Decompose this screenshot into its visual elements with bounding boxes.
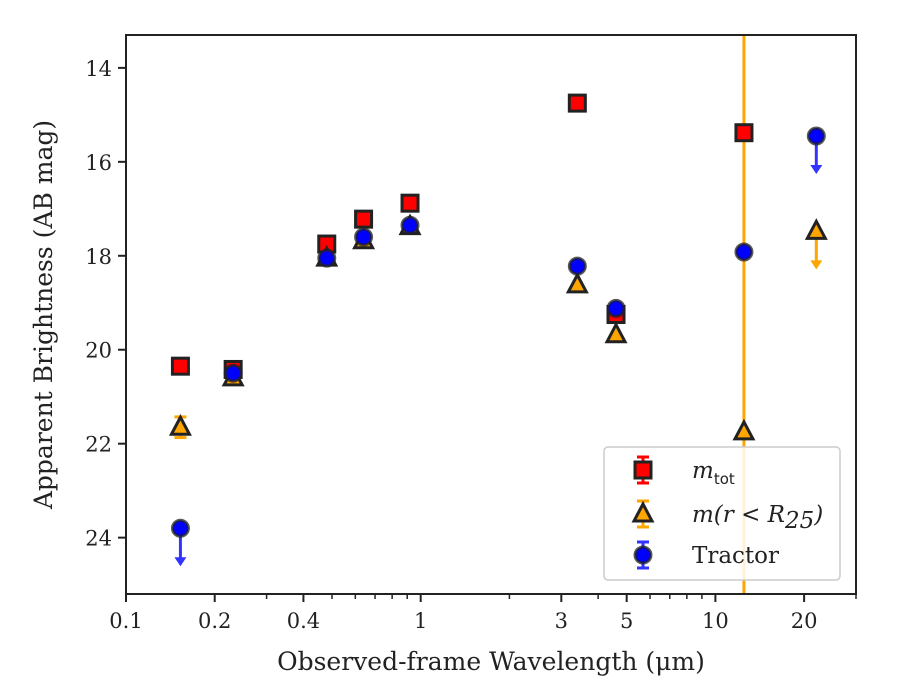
marker-circle	[806, 126, 826, 146]
x-tick-label: 1	[414, 609, 427, 633]
legend-marker-circle	[633, 545, 653, 565]
x-tick-label: 0.4	[287, 609, 320, 633]
legend-label-suffix: Tractor	[692, 543, 779, 569]
y-tick-label: 24	[85, 527, 112, 551]
series-circle	[170, 126, 826, 567]
y-tick-label: 14	[85, 57, 112, 81]
x-tick-label: 5	[620, 609, 633, 633]
legend-label: mtot	[692, 458, 735, 488]
data-point-circle	[317, 248, 337, 268]
marker-circle	[734, 242, 754, 262]
data-point-triangle	[732, 418, 756, 441]
marker-circle	[317, 248, 337, 268]
data-point-circle	[567, 256, 587, 276]
upper-limit-head	[174, 557, 187, 567]
y-tick-label: 16	[85, 151, 112, 175]
legend: mtot m(r < R25) Tractor	[603, 446, 841, 581]
data-point-square	[400, 193, 420, 213]
plot-area	[168, 35, 828, 594]
legend-entry: Tractor	[633, 540, 779, 570]
data-point-circle	[734, 242, 754, 262]
data-point-square	[170, 356, 190, 376]
x-tick-label: 10	[702, 609, 729, 633]
data-point-square	[734, 123, 754, 143]
marker-circle	[633, 545, 653, 565]
data-point-circle	[170, 518, 190, 538]
upper-limit-head	[810, 164, 823, 174]
legend-label: m(r < R25)	[692, 502, 823, 534]
legend-marker-triangle	[631, 500, 655, 523]
legend-label: Tractor	[692, 543, 779, 569]
x-tick-label: 0.2	[198, 609, 231, 633]
data-point-square	[354, 209, 374, 229]
data-point-triangle	[565, 271, 589, 294]
data-point-circle	[806, 126, 826, 146]
marker-circle	[567, 256, 587, 276]
data-point-triangle	[168, 414, 192, 436]
x-tick-label: 0.1	[109, 609, 142, 633]
data-point-circle	[400, 215, 420, 235]
axes: 0.1 0.2 0.4 1 3 5 10 20 14 16 18 20 22 24	[85, 34, 857, 633]
legend-box	[603, 446, 841, 581]
legend-label-symbol: m	[692, 458, 714, 484]
upper-limit-head	[810, 260, 823, 270]
y-tick-label: 22	[85, 433, 112, 457]
data-point-circle	[354, 227, 374, 247]
legend-label-subscript: tot	[714, 470, 735, 488]
data-point-circle	[606, 298, 626, 318]
legend-entry: mtot	[633, 455, 735, 488]
data-point-triangle	[804, 218, 828, 240]
marker-circle	[606, 298, 626, 318]
plot-frame	[125, 34, 857, 595]
data-point-square	[567, 93, 587, 113]
y-tick-label: 18	[85, 245, 112, 269]
marker-circle	[354, 227, 374, 247]
marker-circle	[223, 363, 243, 383]
legend-entry: m(r < R25)	[631, 499, 823, 534]
legend-label-subscript: 25	[784, 508, 814, 534]
y-tick-label: 20	[85, 339, 112, 363]
marker-circle	[170, 518, 190, 538]
data-point-triangle	[604, 321, 628, 344]
y-axis-title: Apparent Brightness (AB mag)	[29, 120, 58, 510]
x-axis-title: Observed-frame Wavelength (μm)	[277, 647, 705, 676]
marker-circle	[400, 215, 420, 235]
data-point-circle	[223, 363, 243, 383]
legend-label-suffix: )	[813, 502, 823, 528]
x-tick-label: 20	[791, 609, 818, 633]
legend-label-symbol: m(r < R	[692, 502, 785, 528]
legend-marker-square	[633, 460, 653, 480]
x-tick-label: 3	[555, 609, 568, 633]
